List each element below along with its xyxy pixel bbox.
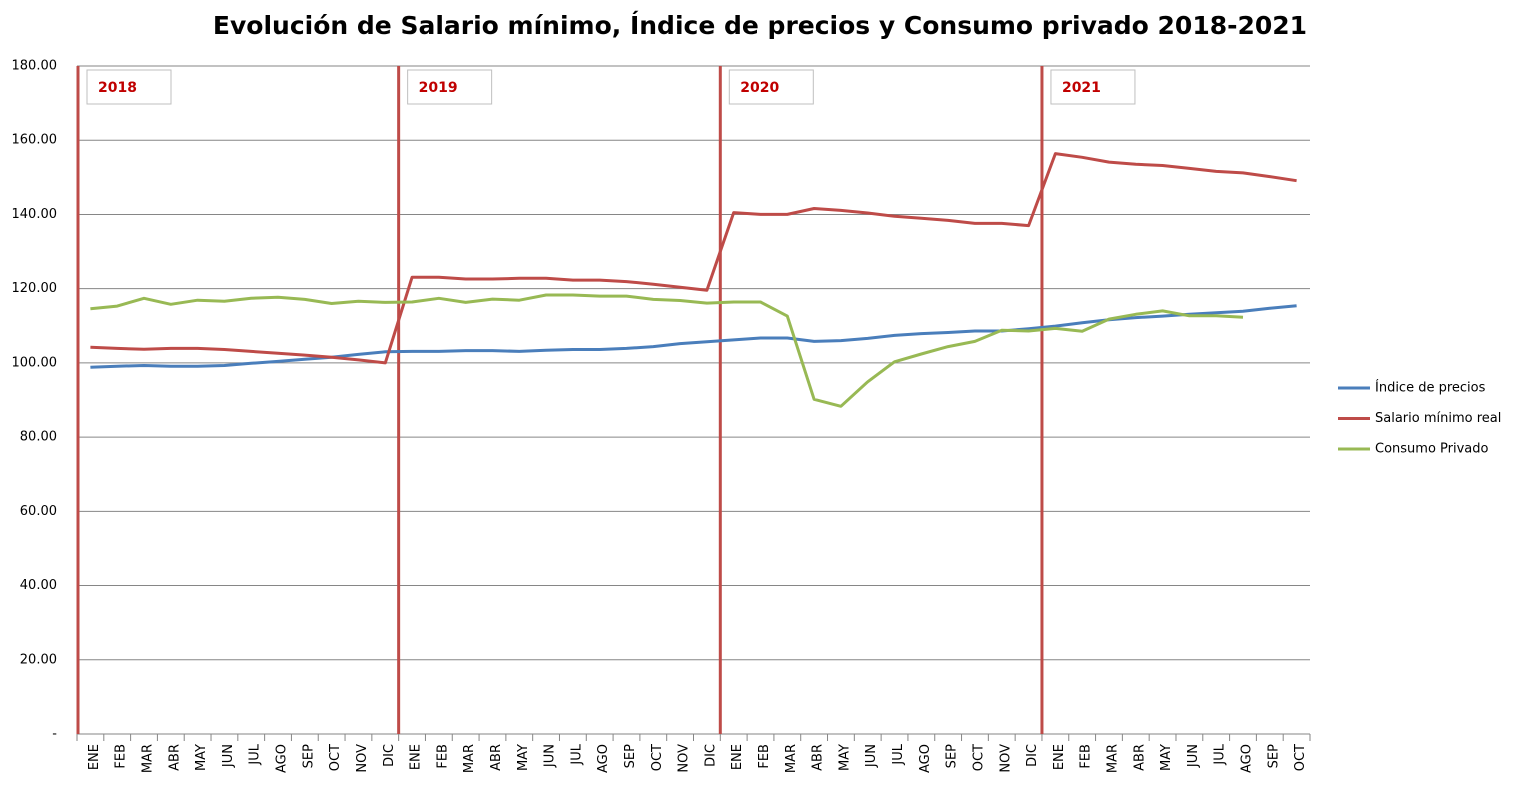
- year-box: [407, 69, 493, 105]
- x-tick-label: MAR: [1105, 744, 1120, 773]
- x-tick-label: ABR: [489, 744, 504, 771]
- legend-label: Índice de precios: [1375, 380, 1486, 396]
- x-tick-label: SEP: [1266, 744, 1281, 768]
- legend-label: Salario mínimo real: [1375, 411, 1501, 426]
- x-tick-label: MAY: [1159, 744, 1174, 771]
- x-tick-label: JUL: [248, 743, 263, 765]
- x-tick-label: SEP: [623, 744, 638, 768]
- year-box: [728, 69, 814, 105]
- year-box: [86, 69, 172, 105]
- x-tick-label: AGO: [918, 744, 933, 773]
- x-tick-label: SEP: [945, 744, 960, 768]
- series-line: [90, 293, 1244, 408]
- x-tick-label: JUN: [1186, 744, 1201, 768]
- x-tick-label: MAR: [784, 744, 799, 773]
- x-tick-label: SEP: [301, 744, 316, 768]
- y-tick-label: 180.00: [12, 59, 58, 74]
- x-tick-label: ABR: [811, 744, 826, 771]
- x-tick-label: MAY: [516, 744, 531, 771]
- x-tick-label: JUN: [543, 744, 558, 768]
- x-tick-label: OCT: [971, 744, 986, 771]
- x-tick-label: FEB: [1079, 744, 1094, 769]
- x-tick-label: AGO: [1239, 744, 1254, 773]
- x-tick-label: JUN: [221, 744, 236, 768]
- x-tick-label: MAY: [837, 744, 852, 771]
- x-tick-label: JUN: [864, 744, 879, 768]
- y-tick-label: 80.00: [20, 430, 57, 445]
- year-label: 2021: [1062, 80, 1101, 96]
- x-tick-label: MAY: [194, 744, 209, 771]
- year-label: 2018: [98, 80, 137, 96]
- x-tick-label: MAR: [141, 744, 156, 773]
- year-label: 2020: [740, 80, 779, 96]
- legend-label: Consumo Privado: [1375, 442, 1489, 457]
- chart-title: Evolución de Salario mínimo, Índice de p…: [213, 11, 1307, 40]
- series-line: [90, 304, 1297, 369]
- x-tick-label: ABR: [167, 744, 182, 771]
- x-tick-label: NOV: [998, 744, 1013, 773]
- x-tick-label: JUL: [1213, 743, 1228, 765]
- x-tick-label: FEB: [435, 744, 450, 769]
- year-box: [1050, 69, 1136, 105]
- x-tick-label: MAR: [462, 744, 477, 773]
- x-tick-label: JUL: [569, 743, 584, 765]
- x-tick-label: FEB: [114, 744, 129, 769]
- y-tick-label: -: [52, 727, 57, 742]
- x-tick-label: OCT: [1293, 744, 1308, 771]
- y-tick-label: 60.00: [20, 504, 57, 519]
- x-tick-label: FEB: [757, 744, 772, 769]
- x-tick-label: ENE: [87, 744, 102, 770]
- x-tick-label: ABR: [1132, 744, 1147, 771]
- x-tick-label: ENE: [409, 744, 424, 770]
- y-tick-label: 140.00: [12, 207, 58, 222]
- y-tick-label: 100.00: [12, 355, 58, 370]
- y-tick-label: 120.00: [12, 281, 58, 296]
- x-tick-label: AGO: [275, 744, 290, 773]
- y-tick-label: 40.00: [20, 578, 57, 593]
- x-tick-label: NOV: [677, 744, 692, 773]
- x-tick-label: OCT: [328, 744, 343, 771]
- series-line: [90, 152, 1297, 365]
- x-tick-label: NOV: [355, 744, 370, 773]
- x-tick-label: ENE: [730, 744, 745, 770]
- x-tick-label: DIC: [703, 744, 718, 767]
- year-label: 2019: [419, 80, 458, 96]
- x-tick-label: DIC: [382, 744, 397, 767]
- y-tick-label: 160.00: [12, 133, 58, 148]
- x-tick-label: OCT: [650, 744, 665, 771]
- x-tick-label: DIC: [1025, 744, 1040, 767]
- x-tick-label: ENE: [1052, 744, 1067, 770]
- x-tick-label: JUL: [891, 743, 906, 765]
- y-tick-label: 20.00: [20, 652, 57, 667]
- x-tick-label: AGO: [596, 744, 611, 773]
